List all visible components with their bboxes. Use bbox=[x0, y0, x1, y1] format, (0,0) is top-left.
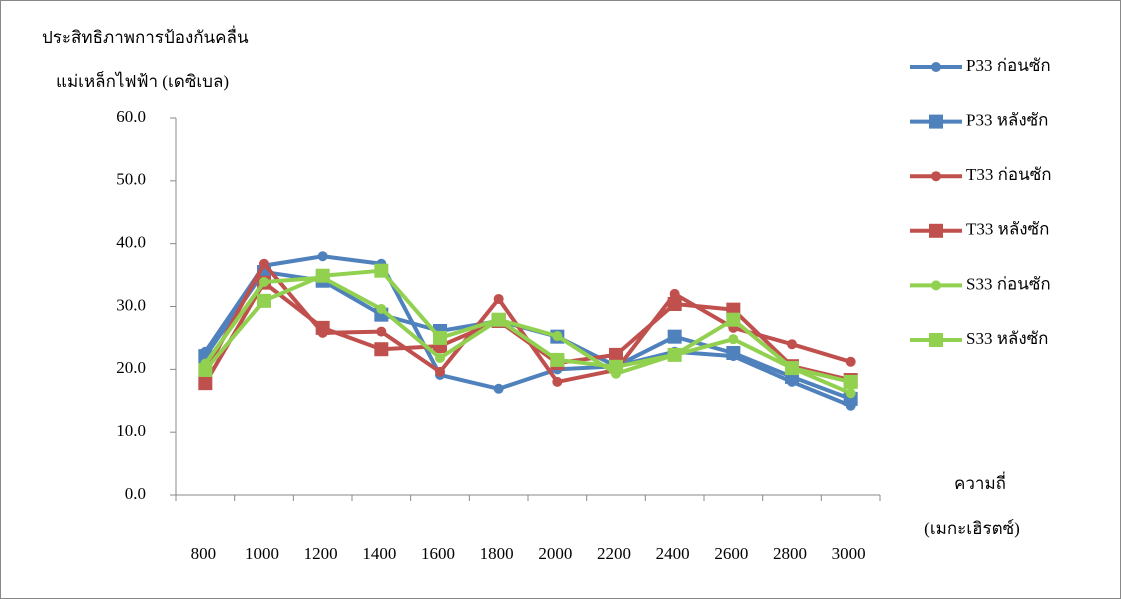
legend-label: S33 ก่อนซัก bbox=[966, 274, 1051, 293]
data-point bbox=[433, 330, 447, 345]
legend-marker bbox=[931, 171, 941, 182]
legend-marker bbox=[931, 280, 941, 291]
legend-label: P33 หลังซัก bbox=[966, 111, 1048, 130]
data-point bbox=[315, 268, 330, 283]
data-point bbox=[259, 276, 269, 287]
data-point bbox=[374, 342, 389, 357]
data-point bbox=[552, 331, 563, 342]
x-tick-label: 1200 bbox=[304, 544, 338, 563]
legend-label: T33 หลังซัก bbox=[966, 220, 1049, 239]
x-tick-label: 1000 bbox=[245, 544, 279, 563]
data-point bbox=[667, 329, 682, 344]
data-point bbox=[669, 288, 680, 299]
x-axis-title: (เมกะเฮิรตซ์) bbox=[924, 519, 1020, 538]
y-tick-label: 40.0 bbox=[116, 233, 146, 252]
data-point bbox=[376, 326, 387, 337]
series-line bbox=[203, 268, 852, 384]
data-point bbox=[787, 339, 797, 350]
legend-marker bbox=[929, 223, 943, 238]
legend-marker bbox=[929, 333, 943, 347]
x-tick-label: 3000 bbox=[832, 544, 866, 563]
data-point bbox=[550, 352, 565, 367]
data-point bbox=[259, 258, 269, 269]
data-point bbox=[845, 388, 856, 399]
data-point bbox=[493, 383, 504, 394]
data-point bbox=[609, 359, 623, 374]
x-tick-label: 2400 bbox=[656, 544, 690, 563]
y-tick-label: 30.0 bbox=[116, 295, 146, 314]
data-point bbox=[726, 312, 741, 327]
x-tick-label: 2200 bbox=[597, 544, 631, 563]
y-tick-label: 20.0 bbox=[116, 358, 146, 377]
data-point bbox=[609, 347, 623, 362]
data-point bbox=[491, 312, 506, 327]
data-point bbox=[257, 293, 271, 308]
data-point bbox=[315, 320, 330, 335]
data-point bbox=[376, 304, 387, 315]
data-point bbox=[667, 347, 682, 362]
series-line bbox=[203, 254, 852, 408]
data-point bbox=[667, 296, 682, 311]
x-tick-label: 2600 bbox=[714, 544, 748, 563]
legend-label: P33 ก่อนซัก bbox=[966, 56, 1051, 75]
x-tick-label: 1600 bbox=[421, 544, 455, 563]
data-point bbox=[317, 251, 328, 262]
y-axis-title: ประสิทธิภาพการป้องกันคลื่น bbox=[42, 25, 249, 47]
legend-label: T33 ก่อนซัก bbox=[966, 165, 1052, 184]
legend-label: S33 หลังซัก bbox=[966, 329, 1048, 348]
x-tick-label: 2000 bbox=[538, 544, 572, 563]
data-point bbox=[728, 334, 739, 345]
legend-marker bbox=[929, 114, 943, 129]
data-point bbox=[843, 374, 858, 389]
data-point bbox=[726, 345, 741, 360]
data-point bbox=[435, 366, 445, 377]
data-point bbox=[198, 362, 213, 377]
data-point bbox=[374, 263, 389, 278]
y-tick-label: 10.0 bbox=[116, 421, 146, 440]
data-point bbox=[785, 361, 799, 376]
y-axis-title: แม่เหล็กไฟฟ้า (เดซิเบล) bbox=[56, 70, 229, 91]
data-point bbox=[435, 353, 445, 364]
data-point bbox=[552, 376, 563, 387]
x-tick-label: 2800 bbox=[773, 544, 807, 563]
x-axis-title: ความถี่ bbox=[954, 471, 1006, 493]
data-point bbox=[198, 376, 213, 391]
x-tick-label: 1400 bbox=[362, 544, 396, 563]
x-tick-label: 800 bbox=[191, 544, 217, 563]
data-point bbox=[493, 293, 504, 304]
legend-marker bbox=[931, 62, 941, 72]
y-tick-label: 0.0 bbox=[125, 484, 146, 503]
x-tick-label: 1800 bbox=[480, 544, 514, 563]
y-tick-label: 60.0 bbox=[116, 107, 146, 126]
y-tick-label: 50.0 bbox=[116, 170, 146, 189]
data-point bbox=[845, 356, 856, 367]
